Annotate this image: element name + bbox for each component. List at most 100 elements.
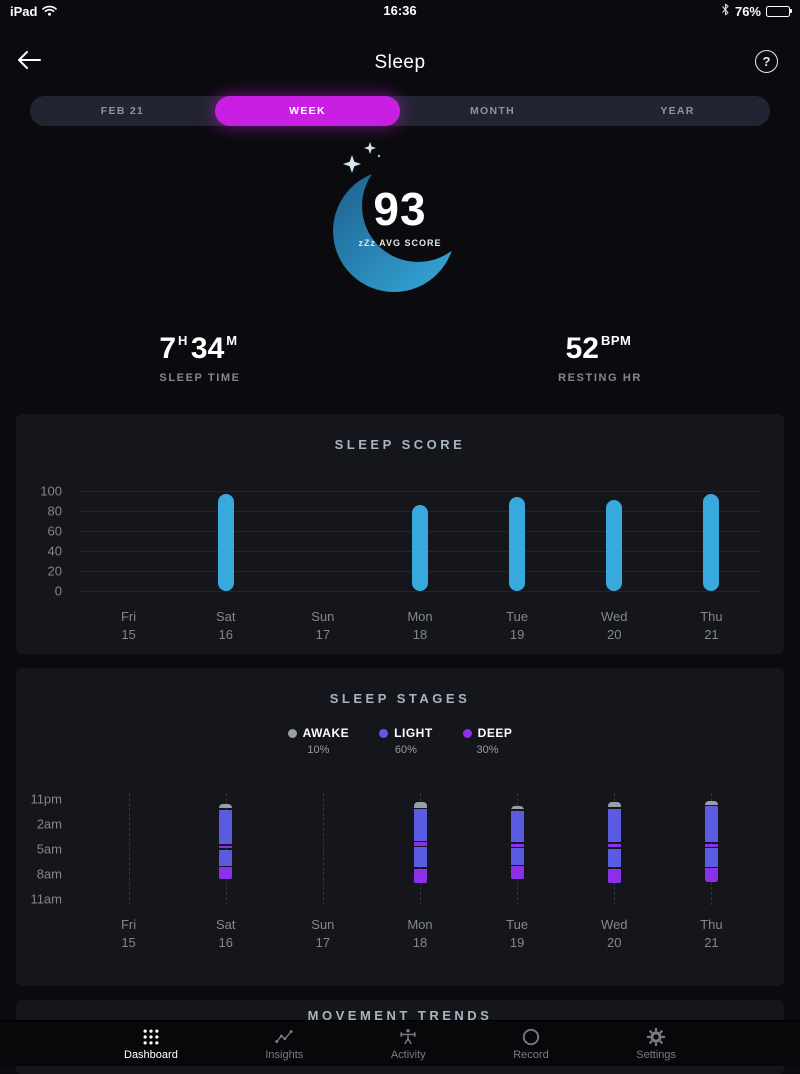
time-axis-tick: 11am [30, 891, 62, 907]
stage-segment-awake [607, 802, 621, 808]
x-axis-label: Sat 16 [215, 609, 236, 642]
stage-segment-light [607, 848, 621, 868]
x-axis-label: Sun 17 [311, 917, 335, 950]
back-button[interactable] [16, 50, 46, 74]
stage-segment-light [219, 849, 233, 866]
stages-legend: AWAKE 10% LIGHT 60% DEEP 30% [16, 726, 784, 756]
time-axis-tick: 5am [36, 841, 62, 857]
activity-weightlifter-icon [398, 1027, 418, 1047]
stage-segment-light [510, 848, 524, 865]
tab-activity[interactable]: Activity [391, 1027, 426, 1061]
clock: 16:36 [383, 3, 417, 18]
stage-segment-light [413, 847, 427, 868]
segment-date[interactable]: FEB 21 [100, 105, 145, 117]
segment-week[interactable]: WEEK [215, 96, 400, 126]
y-axis-tick: 100 [40, 483, 62, 499]
x-axis-label: Thu 21 [700, 917, 723, 950]
resting-hr-label: RESTING HR [558, 372, 642, 384]
device-name: iPad [10, 3, 38, 19]
tab-settings[interactable]: Settings [636, 1027, 676, 1061]
movement-trends-title: MOVEMENT TRENDS [307, 1008, 493, 1023]
tab-record[interactable]: Record [513, 1027, 549, 1061]
x-axis-label: Mon 18 [407, 609, 433, 642]
y-axis-tick: 40 [47, 543, 62, 559]
dashed-gridline [128, 793, 130, 905]
period-segmented-control: FEB 21 WEEK MONTH YEAR [30, 96, 770, 126]
tab-activity-label: Activity [390, 1048, 426, 1061]
y-axis-tick: 0 [54, 583, 62, 599]
sleep-time-label: SLEEP TIME [159, 372, 241, 384]
score-bar [217, 494, 234, 591]
header: Sleep ? [0, 22, 800, 90]
bluetooth-icon [721, 3, 730, 19]
wifi-icon [42, 4, 58, 19]
legend-label-deep: DEEP [477, 726, 513, 740]
x-axis-label: Mon 18 [407, 917, 433, 950]
sleep-stage-bar [704, 800, 718, 883]
stage-segment-deep [219, 867, 233, 880]
sleep-stages-xlabels: Fri 15 Sat 16 Sun 17 Mon 18 Tue 19 Wed 20 Thu … [80, 916, 760, 956]
stage-segment-light [510, 810, 524, 843]
segment-year[interactable]: YEAR [660, 105, 695, 117]
stage-segment-light [607, 808, 621, 843]
hr-unit: BPM [600, 333, 632, 348]
tab-insights-label: Insights [265, 1048, 304, 1061]
x-axis-label: Sat 16 [215, 917, 236, 950]
stage-segment-deep [607, 868, 621, 884]
stage-segment-deep [510, 866, 524, 880]
sleep-minutes: 34 [190, 332, 225, 365]
stage-segment-awake [510, 805, 524, 810]
sleep-stage-bar [413, 801, 427, 885]
y-axis-tick: 60 [47, 523, 62, 539]
avg-score-value: 93 [373, 183, 427, 235]
resting-hr-stat: 52 BPM RESTING HR [400, 332, 800, 400]
score-bar [606, 500, 623, 591]
stage-segment-deep [413, 868, 427, 884]
help-label: ? [762, 54, 771, 69]
dashboard-grid-icon [142, 1027, 160, 1047]
tab-dashboard-label: Dashboard [124, 1048, 178, 1061]
y-axis-tick: 80 [47, 503, 62, 519]
help-button[interactable]: ? [755, 50, 778, 73]
x-axis-label: Fri 15 [120, 609, 137, 642]
stats-row: 7 H 34 M SLEEP TIME 52 BPM RESTING HR [0, 332, 800, 400]
settings-gear-icon [646, 1027, 666, 1047]
tab-record-label: Record [513, 1048, 549, 1061]
crescent-moon-icon [333, 170, 455, 292]
score-bar [509, 497, 526, 591]
x-axis-label: Sun 17 [311, 609, 335, 642]
sleep-stage-bar [510, 805, 524, 881]
segment-month[interactable]: MONTH [470, 105, 515, 117]
tab-dashboard[interactable]: Dashboard [124, 1027, 178, 1061]
dashed-gridline [322, 793, 324, 905]
sleep-stages-card: SLEEP STAGES AWAKE 10% LIGHT 60% DEEP 30… [16, 668, 784, 986]
stage-segment-deep [704, 868, 718, 882]
sleep-hours-unit: H [178, 333, 188, 348]
status-bar: iPad 16:36 76% [0, 0, 800, 22]
sleep-score-title: SLEEP SCORE [334, 437, 466, 452]
time-axis-tick: 8am [36, 866, 62, 882]
sleep-score-plot [80, 491, 760, 592]
stage-segment-light [413, 809, 427, 841]
resting-hr-value: 52 BPM [400, 332, 800, 366]
legend-label-light: LIGHT [394, 726, 433, 740]
tab-insights[interactable]: Insights [265, 1027, 303, 1061]
sleep-stages-title: SLEEP STAGES [329, 691, 471, 706]
score-bar [703, 494, 720, 591]
x-axis-label: Tue 19 [506, 609, 529, 642]
sleep-stage-bar [219, 804, 233, 881]
gridline [80, 491, 760, 492]
x-axis-label: Thu 21 [700, 609, 723, 642]
stage-segment-deep [607, 843, 621, 848]
y-axis-tick: 20 [47, 563, 62, 579]
page-title: Sleep [374, 52, 426, 73]
stage-segment-deep [413, 842, 427, 846]
stages-legend-item: AWAKE 10% [287, 726, 350, 756]
sleep-score-xlabels: Fri 15 Sat 16 Sun 17 Mon 18 Tue 19 Wed 20 Thu … [80, 608, 760, 648]
sleep-stage-bar [607, 802, 621, 884]
sleep-minutes-unit: M [226, 333, 238, 348]
legend-dot [379, 728, 389, 738]
sleep-stages-plot [80, 793, 760, 905]
stage-segment-deep [510, 843, 524, 847]
stage-segment-light [704, 848, 718, 867]
